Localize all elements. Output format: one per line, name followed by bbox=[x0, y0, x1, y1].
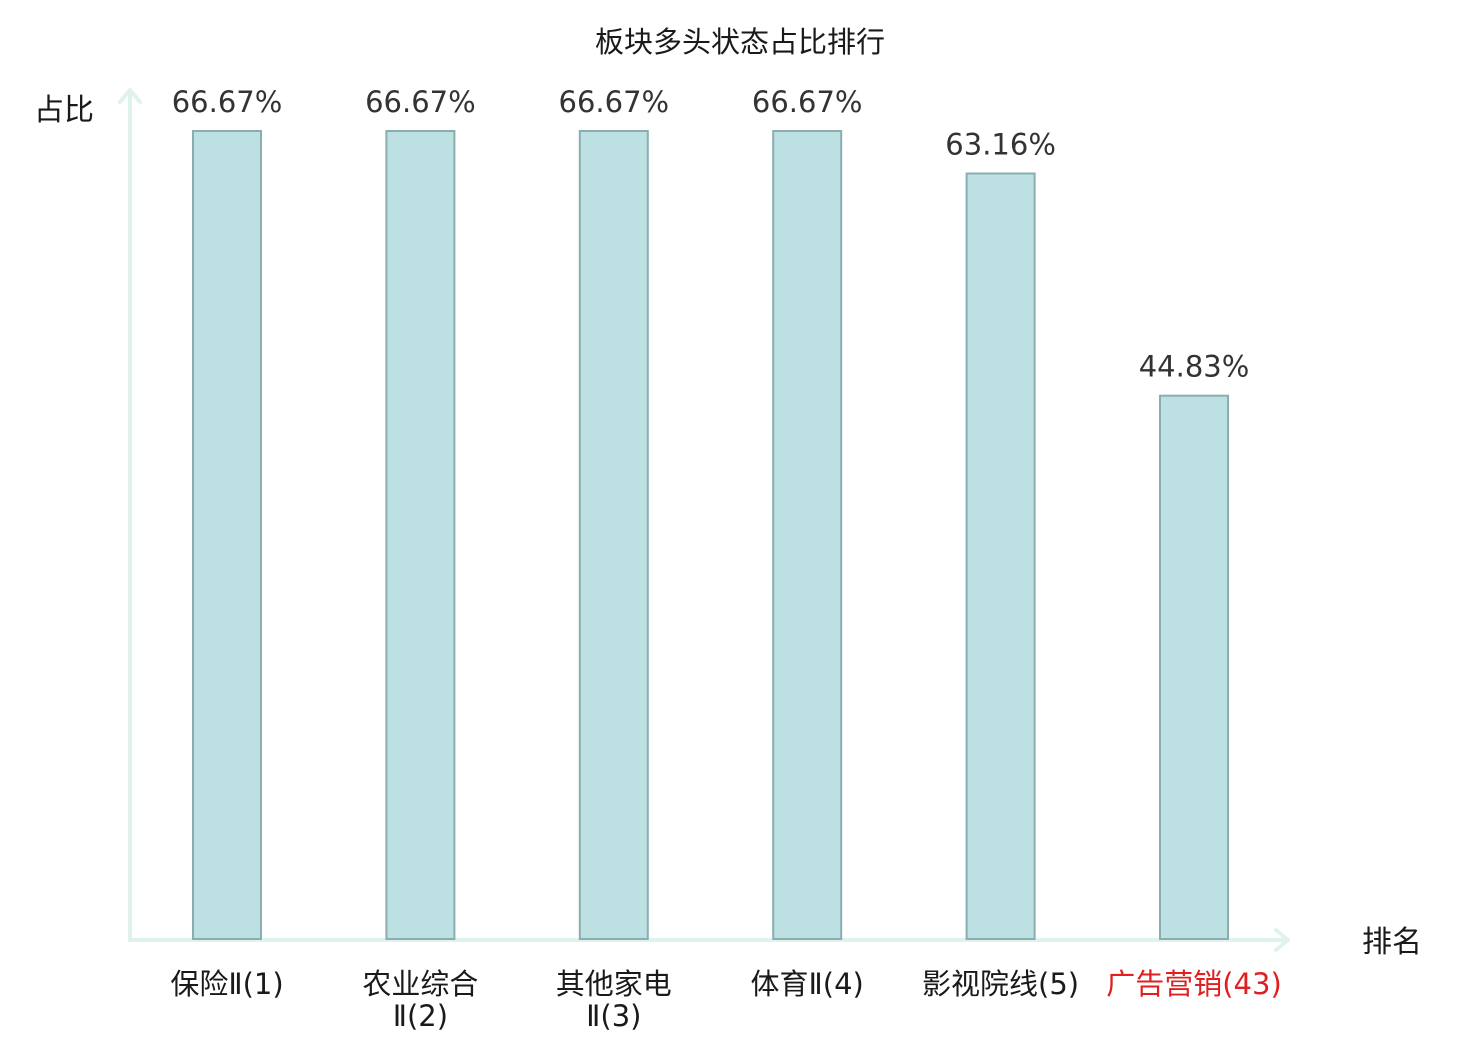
value-labels-group: 66.67% 66.67% 66.67% 66.67% 63.16% 44.83% bbox=[172, 85, 1250, 384]
bar bbox=[192, 130, 262, 940]
bar-value-label: 44.83% bbox=[1139, 350, 1250, 384]
x-tick-label: 广告营销(43) bbox=[1106, 967, 1282, 1001]
x-tick-label: Ⅱ(3) bbox=[586, 999, 641, 1033]
x-tick-label: 保险Ⅱ(1) bbox=[170, 967, 283, 1001]
x-tick-label: 农业综合 bbox=[362, 967, 478, 1001]
bar bbox=[772, 130, 843, 940]
x-tick-label: 影视院线(5) bbox=[922, 967, 1079, 1001]
bar-value-label: 66.67% bbox=[752, 85, 863, 119]
y-axis-label: 占比 bbox=[34, 93, 94, 128]
bar-value-label: 66.67% bbox=[172, 85, 283, 119]
chart-title: 板块多头状态占比排行 bbox=[595, 25, 885, 59]
bar-value-label: 66.67% bbox=[365, 85, 476, 119]
bars-group bbox=[192, 130, 1229, 940]
x-tick-label: 其他家电 bbox=[556, 967, 672, 1001]
x-axis-label: 排名 bbox=[1362, 925, 1422, 960]
bar bbox=[1159, 394, 1229, 940]
bar bbox=[385, 130, 456, 940]
x-tick-label: 体育Ⅱ(4) bbox=[751, 967, 864, 1001]
bar-value-label: 63.16% bbox=[945, 128, 1056, 162]
bar bbox=[578, 130, 649, 940]
x-axis bbox=[128, 928, 1290, 952]
x-tick-label: Ⅱ(2) bbox=[393, 999, 448, 1033]
bar bbox=[965, 172, 1036, 940]
bar-value-label: 66.67% bbox=[559, 85, 670, 119]
y-axis bbox=[118, 88, 142, 942]
